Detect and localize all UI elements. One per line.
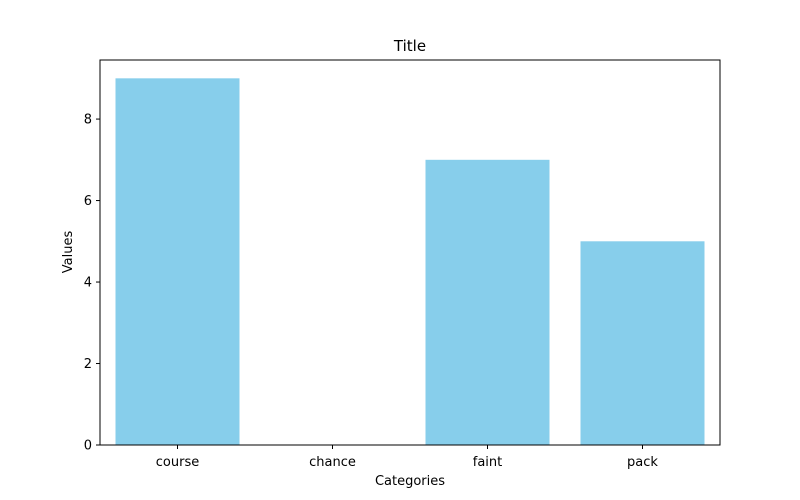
y-tick-label: 2 <box>84 357 92 372</box>
y-tick-label: 6 <box>84 194 92 209</box>
x-axis: course chance faint pack <box>156 445 658 470</box>
y-axis: 0 2 4 6 8 <box>84 113 100 454</box>
x-tick-label: course <box>156 455 199 470</box>
y-tick-label: 8 <box>84 113 92 128</box>
bar-course <box>115 78 240 445</box>
x-axis-label: Categories <box>375 474 445 489</box>
y-axis-label: Values <box>61 231 76 274</box>
y-tick-label: 0 <box>84 439 92 454</box>
x-tick-label: faint <box>473 455 503 470</box>
x-tick-label: pack <box>627 455 658 470</box>
x-tick-label: chance <box>309 455 356 470</box>
y-tick-label: 4 <box>84 276 92 291</box>
bars-layer <box>115 78 705 445</box>
chart-title: Title <box>393 37 426 55</box>
bar-pack <box>580 241 705 445</box>
bar-faint <box>425 159 550 445</box>
plot-area-frame <box>99 59 721 446</box>
